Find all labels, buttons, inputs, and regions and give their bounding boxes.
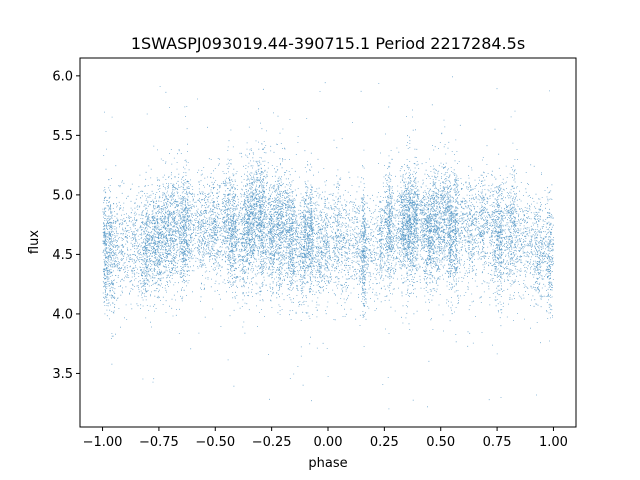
x-tick-label: −0.25 [252,435,292,450]
chart-title: 1SWASPJ093019.44-390715.1 Period 2217284… [131,34,525,53]
x-tick-label: 0.00 [314,435,343,450]
y-tick-label: 5.5 [52,129,73,144]
y-tick-label: 5.0 [52,188,73,203]
y-tick-label: 6.0 [52,69,73,84]
x-tick-label: −1.00 [83,435,123,450]
x-tick-label: 1.00 [539,435,568,450]
y-axis-label: flux [27,230,42,254]
flux-data-points [102,76,555,410]
x-tick-label: −0.50 [195,435,235,450]
x-tick-label: 0.50 [426,435,455,450]
scatter-points [102,76,555,410]
y-tick-label: 3.5 [52,367,73,382]
y-tick-label: 4.0 [52,307,73,322]
x-axis: −1.00 −0.75 −0.50 −0.25 0.00 0.25 0.50 0.75 1.00 [83,427,568,450]
x-tick-label: 0.25 [370,435,399,450]
x-axis-label: phase [308,456,347,471]
y-axis: 3.5 4.0 4.5 5.0 5.5 6.0 [52,69,80,382]
x-tick-label: 0.75 [483,435,512,450]
x-tick-label: −0.75 [139,435,179,450]
y-tick-label: 4.5 [52,248,73,263]
